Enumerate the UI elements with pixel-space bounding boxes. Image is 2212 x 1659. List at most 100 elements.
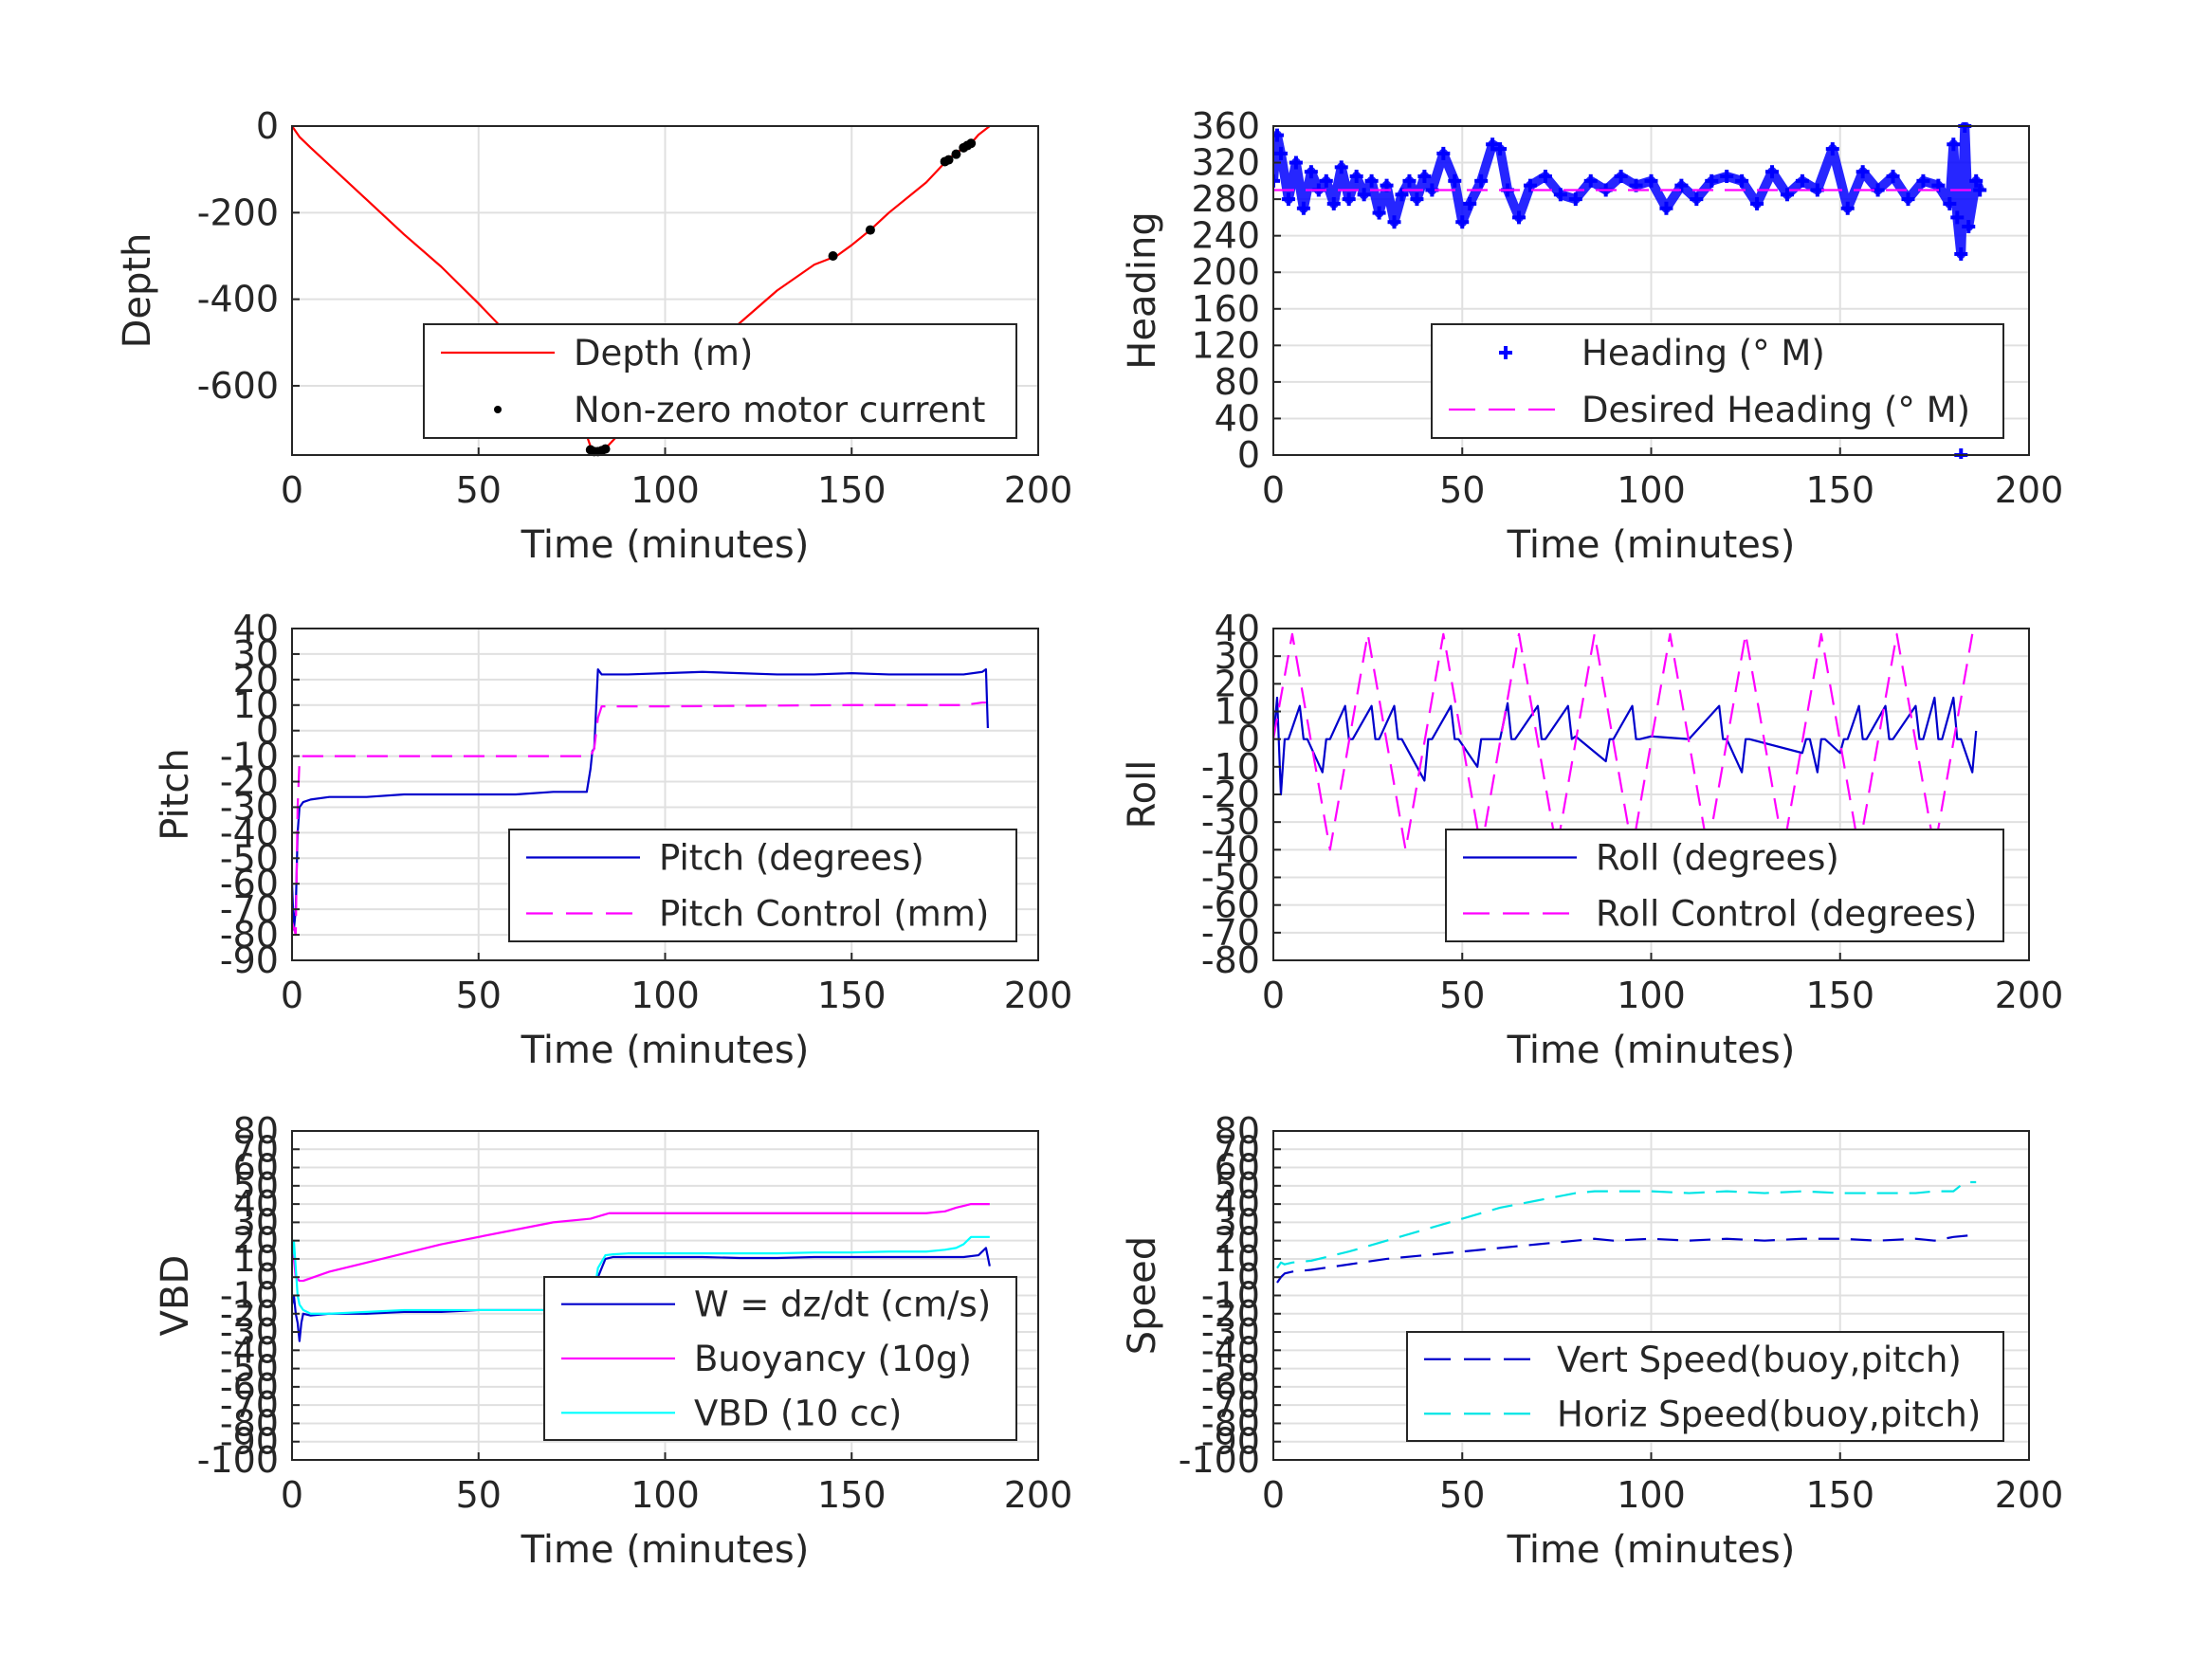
legend: Pitch (degrees) Pitch Control (mm) (508, 829, 1017, 942)
y-tick-label: 160 (1191, 288, 1260, 330)
series-line-1 (1273, 696, 1978, 796)
data-point (966, 138, 977, 149)
y-axis-label: Heading (1121, 211, 1164, 369)
chart-panel-6: 0 50 100 150 20080706050403020100-10-20-30-4… (1121, 1110, 2063, 1572)
y-tick-label: -30 (1201, 801, 1260, 843)
legend-label: Horiz Speed(buoy,pitch) (1557, 1394, 1981, 1434)
x-tick-label: 50 (456, 1474, 502, 1516)
x-tick-label: 150 (1805, 1474, 1874, 1516)
y-tick-label: 20 (1215, 1220, 1260, 1262)
x-tick-label: 50 (1439, 1474, 1485, 1516)
x-tick-label: 150 (817, 975, 887, 1016)
series-line-3 (292, 1235, 990, 1315)
y-tick-label: -40 (220, 811, 279, 853)
legend-label: VBD (10 cc) (694, 1393, 902, 1433)
y-tick-label: 0 (256, 710, 279, 752)
x-tick-label: 200 (1995, 1474, 2064, 1516)
y-tick-label: 0 (256, 1256, 279, 1298)
y-tick-label: 50 (233, 1165, 279, 1207)
y-tick-label: 40 (1215, 1183, 1260, 1225)
series-line-1 (1276, 1233, 1977, 1284)
x-axis-label: Time (minutes) (521, 1528, 810, 1572)
legend-label: Non-zero motor current (574, 390, 985, 430)
y-tick-label: 20 (1215, 663, 1260, 704)
y-tick-label: -400 (197, 279, 279, 320)
y-tick-label: -50 (220, 1348, 279, 1390)
y-tick-label: -40 (220, 1329, 279, 1371)
x-tick-label: 0 (1262, 469, 1285, 511)
y-tick-label: 30 (233, 1201, 279, 1243)
y-tick-label: -40 (1201, 1329, 1260, 1371)
legend-box (1445, 829, 2004, 942)
data-point (828, 250, 838, 261)
y-tick-label: -70 (1201, 912, 1260, 954)
y-tick-label: -80 (1201, 1402, 1260, 1444)
y-tick-label: -40 (1201, 829, 1260, 870)
y-tick-label: -90 (220, 1421, 279, 1463)
legend-box (508, 829, 1017, 942)
y-axis-label: Depth (116, 233, 159, 349)
x-tick-label: 150 (817, 1474, 887, 1516)
legend-marker (494, 406, 502, 413)
legend-label: Pitch Control (mm) (659, 894, 989, 935)
legend: Vert Speed(buoy,pitch) Horiz Speed(buoy,p… (1406, 1331, 2004, 1442)
x-axis-label: Time (minutes) (1507, 1528, 1796, 1572)
y-tick-label: 40 (1215, 608, 1260, 649)
legend: W = dz/dt (cm/s) Buoyancy (10g) VBD (10 cc… (543, 1276, 1017, 1441)
y-tick-label: 0 (1237, 434, 1260, 476)
x-tick-label: 0 (281, 469, 303, 511)
y-tick-label: 40 (233, 1183, 279, 1225)
y-tick-label: -20 (1201, 1293, 1260, 1335)
x-tick-label: 100 (631, 1474, 700, 1516)
y-tick-label: 20 (233, 1220, 279, 1262)
x-tick-label: 0 (1262, 975, 1285, 1016)
data-point (865, 225, 875, 235)
y-tick-label: -10 (1201, 1275, 1260, 1317)
x-axis-label: Time (minutes) (521, 1029, 810, 1072)
x-tick-label: 0 (1262, 1474, 1285, 1516)
y-axis-label: VBD (154, 1255, 197, 1337)
y-tick-label: 20 (233, 659, 279, 701)
x-tick-label: 100 (1617, 469, 1686, 511)
y-tick-label: 360 (1191, 105, 1260, 147)
y-axis-label: Pitch (154, 748, 197, 840)
x-tick-label: 50 (456, 469, 502, 511)
y-tick-label: -50 (1201, 857, 1260, 899)
y-tick-label: -50 (1201, 1348, 1260, 1390)
y-tick-label: -600 (197, 365, 279, 407)
y-tick-label: -50 (220, 837, 279, 879)
x-tick-label: 0 (281, 975, 303, 1016)
y-tick-label: -90 (220, 939, 279, 981)
data-point (600, 444, 611, 454)
legend-label: Buoyancy (10g) (694, 1339, 972, 1379)
x-tick-label: 0 (281, 1474, 303, 1516)
legend-label: Roll Control (degrees) (1596, 894, 1977, 935)
series-line-1 (1273, 122, 1984, 259)
series-line-1 (292, 667, 989, 931)
y-tick-label: 280 (1191, 178, 1260, 220)
y-tick-label: 120 (1191, 324, 1260, 366)
y-tick-label: 80 (233, 1110, 279, 1152)
y-tick-label: -10 (220, 1275, 279, 1317)
chart-panel-1: 0 50 100 150 200 0 -200 -400 -600 Time (minutes) D… (116, 105, 1072, 567)
legend-box (423, 323, 1017, 439)
legend-label: Roll (degrees) (1596, 838, 1839, 879)
data-layer (292, 667, 989, 937)
y-tick-label: -80 (220, 914, 279, 956)
x-tick-label: 100 (631, 469, 700, 511)
y-tick-label: 50 (1215, 1165, 1260, 1207)
y-tick-label: 40 (233, 608, 279, 649)
y-tick-label: -70 (220, 1384, 279, 1426)
legend-label: W = dz/dt (cm/s) (694, 1285, 991, 1325)
x-tick-label: 150 (1805, 975, 1874, 1016)
data-layer (1276, 1180, 1977, 1284)
y-tick-label: 60 (1215, 1147, 1260, 1189)
x-tick-label: 50 (1439, 469, 1485, 511)
y-tick-label: 240 (1191, 215, 1260, 257)
series-line-2 (1276, 1180, 1977, 1269)
y-tick-label: -20 (1201, 774, 1260, 815)
y-tick-label: 10 (233, 684, 279, 726)
y-tick-label: -70 (1201, 1384, 1260, 1426)
chart-panel-2: 0 50 100 150 20004080120160200240280320360Ti… (1121, 105, 2063, 567)
